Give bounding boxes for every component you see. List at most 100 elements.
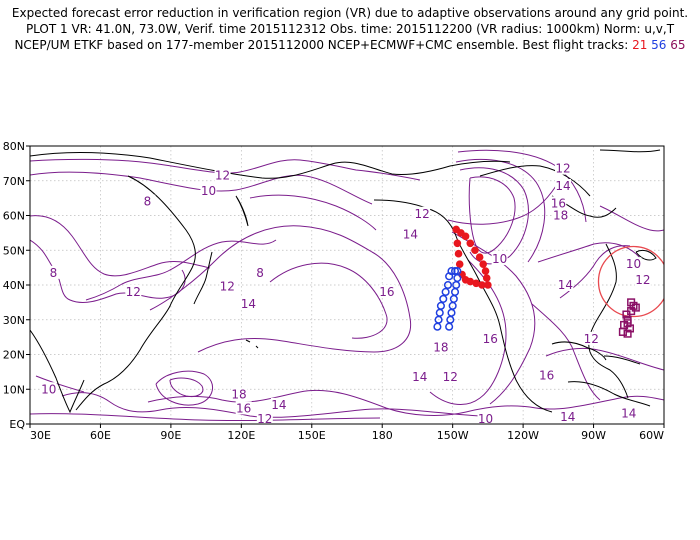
contour-label-bg [583,331,600,345]
contour-label-bg [402,227,419,241]
contour-label: 16 [236,401,251,415]
contour-14-central [149,225,412,353]
title-line-3-text: NCEP/UM ETKF based on 177-member 2015112… [14,38,629,52]
contour-18-south [169,377,204,397]
contour-label: 10 [478,412,493,426]
coast-kamchatka [235,195,249,227]
coast-central-america [567,381,651,407]
contour-label: 12 [415,207,430,221]
contour-label-bg [256,411,273,424]
contour-14-eastpac [451,231,536,405]
contour-label-bg [45,265,62,279]
contour-label-bg [625,257,642,271]
contour-label: 12 [126,285,141,299]
track-id-red: 21 [632,38,648,52]
contour-label-bg [240,297,257,311]
lat-tick-label: 20N [3,349,25,362]
contour-16-central [269,262,388,339]
coast-cuba [603,355,641,365]
track-21-point [479,260,487,268]
contour-label: 14 [621,407,636,421]
contour-14-nw [455,159,546,263]
contour-label: 10 [492,252,507,266]
contour-label: 16 [551,196,566,210]
coastlines [30,149,661,414]
contour-label: 18 [553,209,568,223]
track-56-point [443,280,453,290]
contour-label: 14 [558,278,573,292]
contour-label: 12 [215,169,230,183]
contour-label: 12 [220,280,235,294]
lon-tick-label: 180 [372,429,393,442]
contour-16-eastpac [429,259,507,406]
coast-hawaii [245,339,259,349]
lon-tick-label: 150W [437,429,469,442]
contour-label-bg [555,178,572,192]
lon-tick-label: 90W [581,429,606,442]
contour-14-south [147,389,664,416]
lat-tick-label: 60N [3,210,25,223]
track-21-point [475,253,484,262]
contour-label: 18 [433,341,448,355]
contour-label: 16 [539,368,554,382]
contour-12-eastpac [447,185,557,225]
contour-label: 16 [379,285,394,299]
contour-label: 14 [403,228,418,242]
contour-label: 10 [626,257,641,271]
contour-10-eq [30,413,381,422]
contour-label-bg [552,208,569,222]
track-21-point [466,239,475,248]
lon-tick-label: 120W [507,429,539,442]
contour-label-bg [200,184,217,198]
coast-japan [193,251,213,305]
contour-10-na [537,242,641,263]
contour-16-south [155,370,213,406]
contour-label-bg [230,387,247,401]
coast-east-asia [75,175,196,411]
contour-10-atlantic [599,205,664,232]
verification-region-circle [597,245,664,318]
contour-8-north [30,158,421,181]
contour-12-north [249,194,377,231]
contour-label: 8 [50,266,58,280]
track-56-point [450,267,460,276]
contour-label-bg [270,397,287,411]
track-65-point [623,329,632,338]
contour-label-bg [538,368,555,382]
lon-tick-label: 90E [160,429,181,442]
contour-label: 12 [443,370,458,384]
longitude-ticks: 30E 60E 90E 120E 150E 180 150W 120W 90W 60W [29,424,665,442]
contour-label: 14 [560,410,575,424]
contour-label: 12 [584,332,599,346]
contour-label-bg [550,196,567,210]
lat-tick-label: 80N [3,140,25,153]
latitude-ticks: EQ 10N 20N 30N 40N 50N 60N 70N 80N [3,140,30,431]
lon-tick-label: 30E [30,429,51,442]
lon-tick-label: 60W [639,429,664,442]
track-56-point [436,301,445,310]
lat-tick-label: 40N [3,279,25,292]
contour-label: 12 [555,162,570,176]
title-line-2: PLOT 1 VR: 41.0N, 73.0W, Verif. time 201… [25,22,675,36]
track-56-point [439,294,448,303]
track-21-point [461,275,470,284]
contour-label-bg [252,265,269,279]
contour-label: 8 [144,195,152,209]
contour-label: 12 [257,412,272,426]
contour-label-bg [555,161,572,175]
track-21-point [461,232,470,241]
track-21-point [482,274,491,282]
lat-tick-label: 10N [3,383,25,396]
contour-16-nw [459,167,529,265]
track-65-point [623,319,632,328]
coast-india [30,329,85,414]
track-id-purple: 65 [670,38,686,52]
contour-label: 16 [483,332,498,346]
contour-label-bg [139,194,156,208]
contour-12-caribbean [545,347,664,371]
contour-label-bg [40,382,57,396]
track-21-point [481,267,490,275]
contour-label-bg [214,168,231,182]
